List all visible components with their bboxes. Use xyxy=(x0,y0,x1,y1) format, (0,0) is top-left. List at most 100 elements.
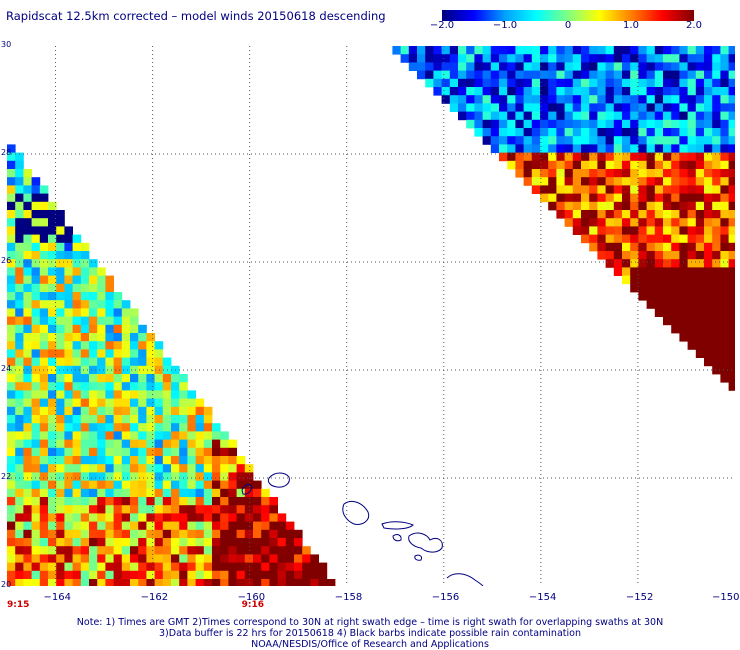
wind-cell xyxy=(31,374,41,383)
wind-cell xyxy=(654,185,664,194)
wind-cell xyxy=(277,554,287,563)
wind-cell xyxy=(531,62,541,71)
wind-cell xyxy=(138,480,147,490)
wind-cell xyxy=(679,251,688,260)
wind-cell xyxy=(646,103,656,112)
wind-cell xyxy=(89,333,98,342)
wind-cell xyxy=(97,365,106,375)
colorbar-tick-label: 0 xyxy=(564,20,572,31)
wind-cell xyxy=(564,62,574,71)
wind-cell xyxy=(417,46,426,55)
wind-cell xyxy=(572,103,582,112)
colorbar-tick-label: 1.0 xyxy=(623,20,639,31)
wind-cell xyxy=(72,546,82,555)
wind-cell xyxy=(679,283,688,293)
wind-cell xyxy=(244,546,254,555)
wind-cell xyxy=(72,456,82,465)
wind-cell xyxy=(548,119,557,129)
wind-cell xyxy=(7,152,16,162)
wind-cell xyxy=(146,398,155,408)
wind-cell xyxy=(597,169,606,178)
wind-cell xyxy=(48,226,57,235)
wind-cell xyxy=(39,488,49,498)
wind-cell xyxy=(540,193,549,203)
wind-cell xyxy=(97,579,106,586)
wind-cell xyxy=(56,406,65,416)
wind-cell xyxy=(695,128,705,137)
wind-cell xyxy=(720,218,729,227)
wind-cell xyxy=(425,62,434,71)
wind-cell xyxy=(179,521,188,531)
wind-cell xyxy=(212,505,221,514)
wind-cell xyxy=(31,201,41,211)
wind-cell xyxy=(187,579,196,586)
wind-cell xyxy=(154,464,164,473)
wind-cell xyxy=(113,423,123,432)
wind-cell xyxy=(23,456,32,465)
wind-cell xyxy=(704,210,713,219)
wind-cell xyxy=(728,267,735,276)
wind-cell xyxy=(253,538,262,547)
wind-cell xyxy=(105,382,114,391)
wind-cell xyxy=(89,357,98,367)
wind-cell xyxy=(638,144,647,153)
wind-cell xyxy=(187,554,196,563)
wind-cell xyxy=(15,292,24,301)
wind-cell xyxy=(7,447,16,457)
wind-cell xyxy=(244,579,254,586)
wind-cell xyxy=(7,398,16,408)
wind-cell xyxy=(589,119,598,129)
wind-cell xyxy=(728,234,735,244)
wind-cell xyxy=(318,579,328,586)
wind-cell xyxy=(105,472,114,481)
wind-cell xyxy=(712,349,721,358)
wind-cell xyxy=(179,488,188,498)
wind-cell xyxy=(80,546,90,555)
wind-cell xyxy=(269,521,278,531)
wind-cell xyxy=(425,46,434,55)
wind-cell xyxy=(31,554,41,563)
wind-cell xyxy=(80,292,90,301)
wind-cell xyxy=(31,308,41,317)
wind-cell xyxy=(64,521,73,531)
wind-cell xyxy=(162,415,172,424)
wind-cell xyxy=(121,497,131,506)
wind-cell xyxy=(671,283,680,293)
wind-cell xyxy=(80,529,90,539)
wind-cell xyxy=(72,267,82,276)
wind-cell xyxy=(695,259,705,268)
wind-cell xyxy=(671,128,680,137)
wind-cell xyxy=(605,62,615,71)
wind-cell xyxy=(162,357,172,367)
wind-cell xyxy=(15,431,24,440)
wind-cell xyxy=(548,152,557,162)
wind-cell xyxy=(48,456,57,465)
wind-cell xyxy=(695,234,705,244)
wind-cell xyxy=(261,579,270,586)
wind-cell xyxy=(48,398,57,408)
wind-cell xyxy=(671,316,680,326)
wind-cell xyxy=(23,283,32,293)
wind-cell xyxy=(531,177,541,186)
wind-cell xyxy=(704,193,713,203)
wind-cell xyxy=(712,160,721,170)
page-title: Rapidscat 12.5km corrected – model winds… xyxy=(6,9,386,23)
wind-cell xyxy=(605,152,615,162)
wind-cell xyxy=(72,497,82,506)
wind-cell xyxy=(80,579,90,586)
wind-cell xyxy=(646,144,656,153)
hawaii-coastline xyxy=(241,472,484,586)
kahoolawe-coast xyxy=(414,554,422,561)
wind-cell xyxy=(146,570,155,580)
wind-cell xyxy=(695,144,705,153)
wind-cell xyxy=(630,54,639,63)
wind-cell xyxy=(646,160,656,170)
wind-cell xyxy=(212,570,221,580)
wind-cell xyxy=(646,242,656,252)
wind-cell xyxy=(212,456,221,465)
wind-cell xyxy=(654,210,664,219)
wind-cell xyxy=(654,103,664,112)
wind-cell xyxy=(64,464,73,473)
wind-cell xyxy=(556,152,565,162)
wind-cell xyxy=(154,357,164,367)
